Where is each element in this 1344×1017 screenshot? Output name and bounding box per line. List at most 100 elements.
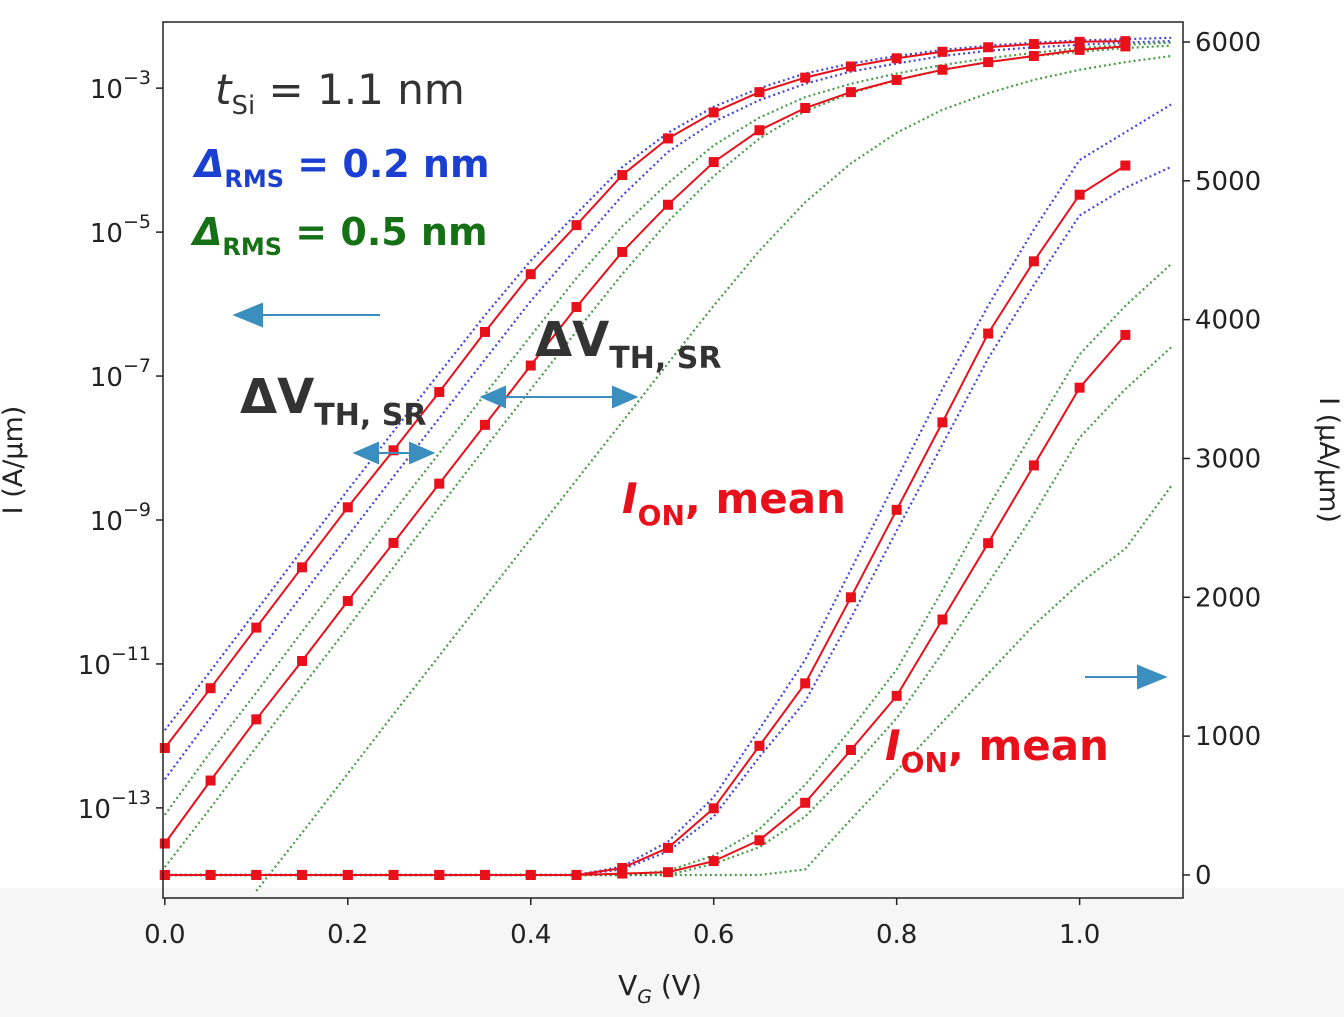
marker — [205, 683, 216, 694]
marker — [708, 856, 719, 867]
tick-exp: −9 — [123, 499, 151, 521]
marker — [251, 869, 262, 880]
ann-part: I — [622, 474, 638, 523]
marker — [891, 690, 902, 701]
arrow-head — [479, 385, 506, 409]
marker — [754, 125, 765, 136]
y2-tick-label: 0 — [1195, 861, 1212, 891]
marker — [1120, 160, 1131, 171]
annotation: ΔRMS = 0.5 nm — [190, 210, 488, 261]
ann-part: = 0.5 nm — [282, 210, 488, 254]
marker — [525, 269, 536, 280]
marker — [297, 655, 308, 666]
tick-exp: −7 — [123, 355, 151, 377]
marker — [845, 87, 856, 98]
marker — [434, 387, 445, 398]
ann-sub: RMS — [222, 233, 282, 261]
ann-part: , mean — [948, 721, 1109, 770]
annotation: ΔVTH, SR — [240, 369, 426, 433]
x-tick-label: 0.6 — [693, 920, 734, 950]
marker — [480, 869, 491, 880]
marker — [297, 562, 308, 573]
marker — [662, 842, 673, 853]
tick-base: 10 — [90, 75, 123, 105]
marker — [159, 742, 170, 753]
marker — [708, 803, 719, 814]
y2-tick-label: 1000 — [1195, 722, 1261, 752]
marker — [937, 417, 948, 428]
x-tick-label: 0.2 — [327, 920, 368, 950]
marker — [617, 246, 628, 257]
annotation: ION, mean — [622, 474, 846, 532]
marker — [617, 868, 628, 879]
marker — [571, 869, 582, 880]
y2-tick-label: 2000 — [1195, 583, 1261, 613]
marker — [845, 592, 856, 603]
series-line — [164, 40, 1126, 749]
ann-part: ΔV — [535, 312, 609, 368]
annotation: ΔRMS = 0.2 nm — [192, 142, 490, 193]
marker — [800, 797, 811, 808]
arrow-head — [1137, 664, 1168, 690]
annotation: tSi = 1.1 nm — [215, 65, 465, 121]
ann-sub: ON — [638, 499, 685, 532]
annotation: ΔVTH, SR — [535, 312, 721, 376]
ann-sub: TH, SR — [609, 341, 721, 376]
y-axis-label: I (A/μm) — [0, 406, 29, 515]
marker — [800, 678, 811, 689]
marker — [342, 869, 353, 880]
marker — [754, 740, 765, 751]
marker — [754, 835, 765, 846]
marker — [1120, 329, 1131, 340]
y-tick-label: 10−7 — [90, 355, 151, 393]
marker — [1120, 36, 1131, 47]
y2-tick-label: 5000 — [1195, 167, 1261, 197]
series-line — [164, 103, 1172, 877]
marker — [708, 107, 719, 118]
label-part: V — [618, 969, 637, 1002]
marker — [1028, 256, 1039, 267]
tick-exp: −3 — [123, 67, 151, 89]
x-tick-label: 1.0 — [1059, 920, 1100, 950]
marker — [297, 869, 308, 880]
ann-part: Δ — [192, 142, 224, 186]
ann-part: , mean — [685, 474, 846, 523]
y-tick-label: 10−11 — [78, 643, 151, 681]
arrow-head — [352, 441, 379, 465]
marker — [983, 538, 994, 549]
ann-part: t — [215, 65, 233, 114]
marker — [1074, 44, 1085, 55]
y-tick-label: 10−13 — [78, 787, 151, 825]
marker — [662, 867, 673, 878]
y-tick-label: 10−5 — [90, 211, 151, 249]
y2-tick-label: 4000 — [1195, 306, 1261, 336]
marker — [800, 72, 811, 83]
y2-tick-label: 6000 — [1195, 28, 1261, 58]
arrows — [232, 302, 1168, 690]
annotation: ION, mean — [885, 721, 1109, 779]
marker — [251, 714, 262, 725]
marker — [983, 57, 994, 68]
marker — [845, 745, 856, 756]
arrow-head — [232, 302, 263, 328]
marker — [662, 199, 673, 210]
marker — [983, 42, 994, 53]
ann-part: = 1.1 nm — [255, 65, 465, 114]
marker — [937, 64, 948, 75]
marker — [1028, 50, 1039, 61]
marker — [891, 53, 902, 64]
label-part: (V) — [652, 969, 702, 1002]
marker — [754, 87, 765, 98]
marker — [159, 869, 170, 880]
background-band — [0, 888, 1344, 1017]
marker — [525, 869, 536, 880]
marker — [388, 537, 399, 548]
series-line — [163, 40, 1172, 780]
plot-area — [159, 36, 1172, 892]
series-line — [163, 36, 1172, 731]
tick-base: 10 — [90, 363, 123, 393]
marker — [800, 102, 811, 113]
tick-exp: −13 — [111, 787, 151, 809]
